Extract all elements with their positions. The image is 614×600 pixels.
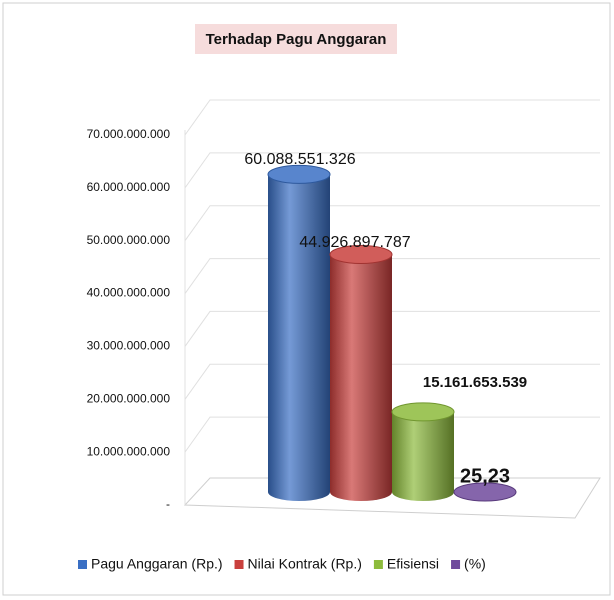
y-tick-label: 60.000.000.000 (87, 180, 171, 194)
y-tick-label: 50.000.000.000 (87, 233, 171, 247)
chart-title: Terhadap Pagu Anggaran (206, 31, 387, 48)
legend-label: Pagu Anggaran (Rp.) (91, 556, 223, 572)
y-tick-label: 40.000.000.000 (87, 286, 171, 300)
title-background (195, 24, 397, 54)
y-tick-label: 10.000.000.000 (87, 444, 171, 458)
legend-label: (%) (464, 556, 486, 572)
legend-swatch (78, 560, 87, 569)
data-label: 15.161.653.539 (423, 374, 527, 391)
y-tick-label: - (166, 497, 170, 511)
legend-swatch (234, 560, 244, 569)
bar-top (267, 164, 331, 184)
y-tick-label: 20.000.000.000 (87, 391, 171, 405)
grid-line (184, 258, 600, 294)
bar (268, 174, 330, 501)
grid-line (184, 99, 600, 136)
legend-swatch (373, 560, 383, 569)
grid-line (184, 363, 600, 400)
bar-top (329, 245, 393, 265)
grid-line (184, 152, 600, 189)
data-label: 60.088.551.326 (244, 151, 355, 168)
bar (392, 411, 454, 501)
bar-top (453, 482, 517, 502)
bar-top (391, 402, 455, 422)
grid-line (184, 416, 600, 453)
y-tick-label: 30.000.000.000 (87, 339, 171, 353)
legend-label: Efisiensi (387, 556, 439, 572)
data-label: 44.926.897.787 (299, 234, 410, 251)
data-label: 25,23 (460, 465, 510, 487)
legend-label: Nilai Kontrak (Rp.) (248, 556, 362, 572)
legend-swatch (451, 560, 461, 569)
grid-line (184, 310, 600, 347)
grid-line (184, 205, 600, 242)
y-tick-label: 70.000.000.000 (87, 127, 171, 141)
bar (330, 254, 392, 501)
